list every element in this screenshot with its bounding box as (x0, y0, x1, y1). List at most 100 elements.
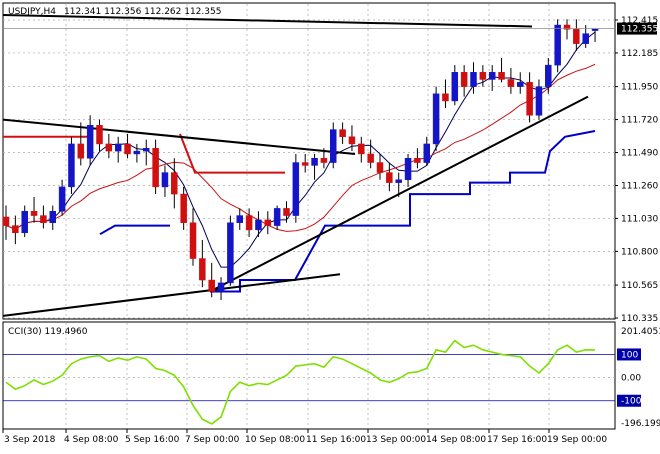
candle-body (2, 216, 10, 226)
candle (292, 153, 300, 223)
price-tick-label: 112.415 (621, 16, 658, 26)
candle (367, 139, 374, 169)
candle (573, 19, 580, 51)
candle-body (545, 64, 552, 87)
time-tick-label: 10 Sep 08:00 (245, 435, 305, 445)
last-price-box (617, 22, 657, 35)
candle-body (245, 215, 253, 231)
candle (143, 139, 150, 166)
candle (460, 65, 468, 97)
candle (451, 65, 459, 106)
time-tick-label: 5 Sep 16:00 (125, 435, 180, 445)
candle (105, 133, 113, 159)
price-tick-label: 110.800 (621, 247, 658, 257)
candle-body (554, 24, 561, 66)
price-tick-label: 110.565 (621, 281, 658, 291)
slow-ma-line (5, 63, 596, 232)
support-resistance-levels (3, 130, 596, 293)
candle (236, 208, 243, 230)
candle (227, 215, 234, 286)
candle (30, 196, 38, 223)
cci-tick-label: 0.00 (621, 374, 641, 384)
candle (124, 133, 131, 159)
candle (386, 162, 393, 192)
candle (358, 136, 365, 163)
candle (217, 277, 225, 301)
candle-body (507, 79, 515, 87)
candle (86, 115, 94, 166)
candle (311, 153, 318, 180)
candle-body (189, 222, 197, 259)
candle-body (283, 208, 290, 216)
candle-body (105, 143, 113, 152)
candle (442, 79, 449, 109)
candle-body (199, 258, 206, 281)
candle-body (114, 143, 122, 152)
cci-tick-label: 201.4051 (621, 327, 660, 337)
candle (40, 205, 47, 229)
cci-tick-label: 100 (621, 350, 638, 360)
candle-body (423, 143, 430, 163)
candle (376, 153, 384, 180)
support-step-line (210, 130, 596, 293)
ohlc-label: 112.341 112.356 112.262 112.355 (64, 7, 221, 17)
panel-frames (2, 2, 616, 430)
candle (479, 65, 487, 87)
candle (526, 72, 533, 123)
candle (395, 172, 402, 197)
cci-tick-label: -196.1996 (621, 419, 660, 429)
candle-body (96, 125, 103, 145)
candle (470, 62, 477, 94)
candle-body (292, 162, 300, 216)
candle-body (86, 125, 94, 159)
candle (133, 143, 141, 163)
candle-body (58, 186, 66, 212)
candle (301, 153, 309, 173)
candle (2, 205, 10, 240)
candle (432, 86, 440, 152)
candle-body (517, 82, 524, 87)
candle (171, 158, 178, 209)
price-tick-label: 111.950 (621, 83, 658, 93)
candle-body (376, 162, 384, 173)
candle-body (30, 211, 38, 216)
candle-body (77, 143, 85, 159)
candle-body (563, 24, 571, 30)
cci-label: CCI(30) 119.4960 (8, 327, 88, 337)
candle-body (535, 86, 543, 116)
time-tick-label: 7 Sep 00:00 (185, 435, 240, 445)
candle-body (339, 129, 346, 138)
candle (245, 208, 253, 238)
candle (339, 122, 346, 144)
resistance-step-line (179, 133, 285, 174)
candle-body (171, 172, 178, 195)
cci-panel-frame (2, 321, 616, 430)
candle-body (488, 72, 496, 80)
candle (114, 136, 122, 163)
candle (208, 262, 215, 298)
candle-body (573, 29, 580, 44)
candle-body (124, 143, 131, 155)
candle-body (208, 279, 215, 292)
candle-body (311, 158, 318, 166)
candle (330, 122, 337, 169)
symbol-label: USDJPY,H4 (8, 7, 56, 17)
candle-body (479, 72, 487, 80)
candle-body (161, 172, 169, 188)
candle-body (348, 136, 356, 145)
candle-body (386, 172, 393, 183)
candle-body (451, 72, 459, 102)
candle (255, 211, 262, 238)
candle-body (152, 147, 159, 188)
candle (180, 186, 187, 230)
candle (77, 122, 85, 166)
candle-body (582, 33, 589, 44)
candle-body (180, 193, 187, 223)
lower-trendline (2, 273, 341, 317)
candle (68, 136, 75, 195)
cci-axis: 201.4051 100 0.00 -100 -196.1996 (617, 327, 660, 429)
price-tick-label: 111.260 (621, 181, 658, 191)
price-tick-label: 110.335 (621, 314, 658, 324)
candle (507, 67, 515, 94)
